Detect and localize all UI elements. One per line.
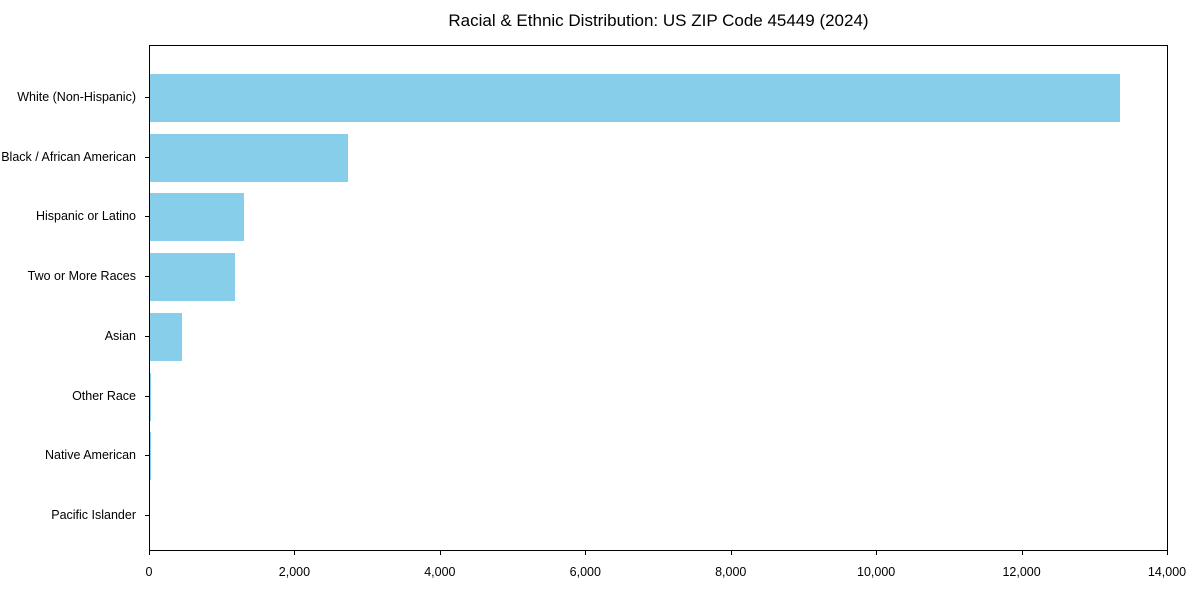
x-axis-tick-label: 10,000 <box>857 565 896 579</box>
y-axis-tick <box>145 97 149 98</box>
y-axis-label: Other Race <box>72 388 136 403</box>
x-axis-tick <box>439 551 441 555</box>
y-axis-tick <box>145 455 149 457</box>
x-axis-tick-label: 4,000 <box>424 565 456 579</box>
y-axis-label: Two or More Races <box>27 269 136 284</box>
x-axis-tick <box>294 551 296 555</box>
x-axis-tick-label: 0 <box>145 565 153 579</box>
y-axis-tick <box>145 514 149 516</box>
y-axis-label: Asian <box>104 328 136 343</box>
y-axis-tick <box>145 276 149 278</box>
y-axis-label: Hispanic or Latino <box>35 209 136 224</box>
y-axis-label: Pacific Islander <box>51 507 136 522</box>
y-axis-tick <box>145 335 149 337</box>
x-axis-tick <box>149 551 150 555</box>
y-axis-label: Native American <box>44 448 136 463</box>
bar <box>150 372 152 421</box>
y-axis-tick <box>145 395 149 397</box>
y-axis-label: White (Non-Hispanic) <box>17 90 136 104</box>
x-axis-tick <box>730 551 732 555</box>
bar <box>150 133 349 182</box>
chart-title: Racial & Ethnic Distribution: US ZIP Cod… <box>448 11 869 30</box>
x-axis-tick <box>1167 551 1168 555</box>
x-axis-tick <box>585 551 587 555</box>
bar <box>150 74 1120 122</box>
plot-area <box>149 45 1168 551</box>
x-axis-tick-label: 2,000 <box>278 565 311 579</box>
x-axis-tick-label: 12,000 <box>1002 565 1041 579</box>
y-axis-tick <box>145 216 149 218</box>
bar <box>150 193 244 242</box>
x-axis-tick <box>1021 551 1023 555</box>
bar <box>150 253 235 302</box>
x-axis-tick-label: 8,000 <box>715 565 747 579</box>
y-axis-tick <box>145 156 149 158</box>
y-axis-label: Black / African American <box>1 149 136 164</box>
x-axis-tick <box>876 551 878 555</box>
bar <box>150 312 182 361</box>
x-axis-tick-label: 14,000 <box>1147 565 1187 579</box>
x-axis-tick-label: 6,000 <box>569 565 601 579</box>
